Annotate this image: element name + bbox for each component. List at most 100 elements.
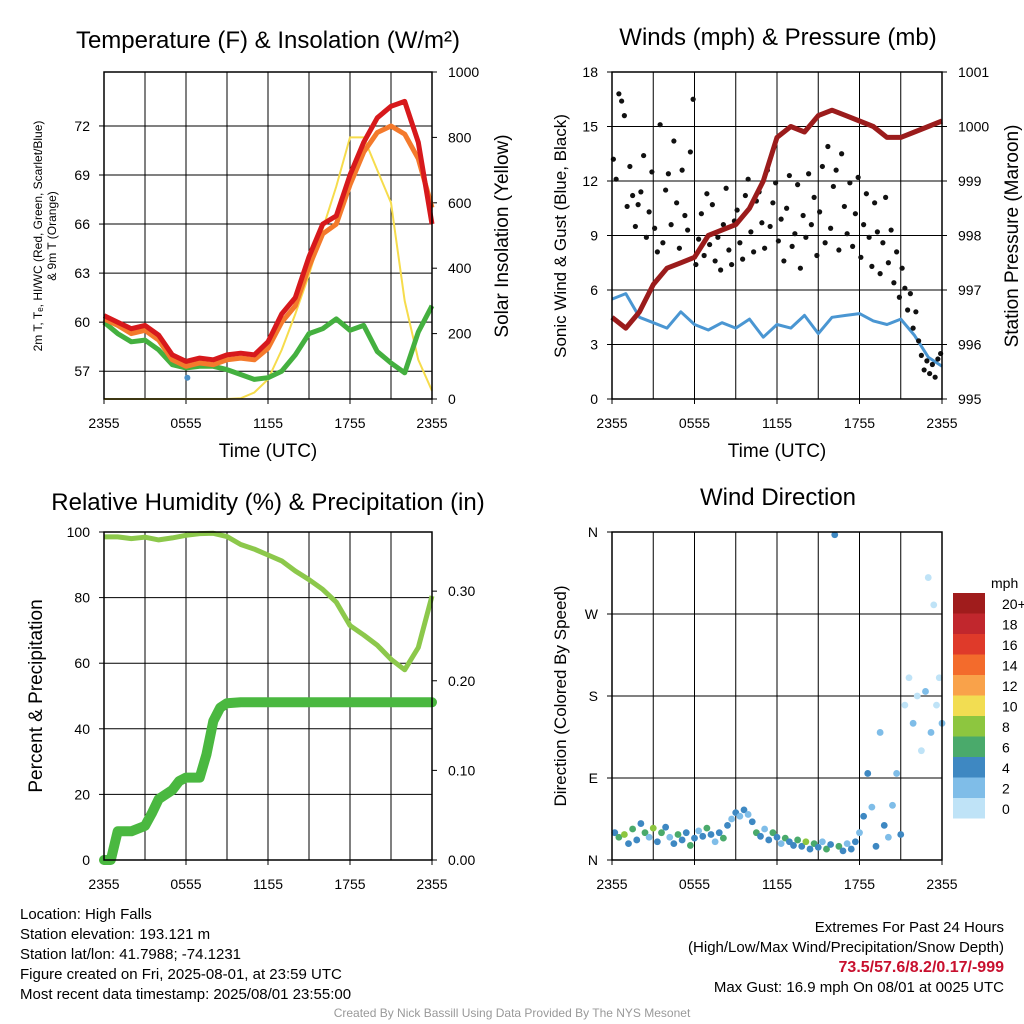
wind-direction-point [884, 833, 892, 841]
wind-direction-x-tick-label: 1155 [762, 876, 792, 892]
wind-direction-point [757, 832, 764, 840]
gust-point [811, 194, 817, 200]
wind-direction-y-axis-label: Direction (Colored By Speed) [551, 585, 570, 806]
wind-direction-point [935, 674, 943, 682]
gust-point [621, 113, 627, 119]
gust-point [784, 205, 790, 211]
wind-direction-point [905, 674, 913, 682]
gust-point [850, 243, 856, 249]
temperature-x-tick-label: 1755 [334, 415, 365, 431]
temperature-x-tick-label: 1155 [253, 415, 283, 431]
gust-point [932, 374, 938, 380]
temperature-y-axis-label: 2m T, Tₑ, HI/WC (Red, Green, Scarlet/Blu… [31, 121, 59, 352]
gust-point [762, 245, 768, 251]
gust-point [910, 325, 916, 331]
winds-plot-frame [611, 71, 943, 400]
temperature-y-tick-label: 60 [74, 314, 90, 330]
speed-legend-swatch [953, 777, 985, 798]
wind-direction-point [736, 812, 744, 820]
created-text: Figure created on Fri, 2025-08-01, at 23… [20, 966, 342, 983]
speed-legend-label: 16 [1002, 637, 1018, 653]
wind-direction-point [715, 829, 723, 837]
wind-direction-point [666, 833, 674, 841]
gust-point [773, 180, 779, 186]
wind-direction-point [703, 824, 711, 832]
speed-legend-label: 10 [1002, 699, 1018, 715]
gust-point [885, 260, 891, 266]
gust-point [767, 223, 773, 230]
gust-point [896, 294, 902, 300]
wind-direction-point [872, 842, 880, 850]
temperature-grid [104, 72, 432, 399]
humidity-y-tick-label: 80 [74, 590, 90, 606]
speed-legend-title: mph [991, 575, 1018, 591]
temperature-plot-frame [103, 71, 433, 400]
gust-point [734, 207, 740, 213]
insolation-y-axis-label: Solar Insolation (Yellow) [492, 134, 513, 337]
gust-point [638, 189, 644, 195]
gust-point [740, 256, 746, 262]
gust-point [877, 271, 883, 277]
speed-legend-swatch [953, 716, 985, 737]
temperature-y2-tick-label: 400 [448, 260, 472, 276]
speed-legend-label: 2 [1002, 781, 1010, 797]
winds-y2-tick-label: 1001 [958, 64, 989, 80]
speed-legend-label: 12 [1002, 678, 1018, 694]
pressure-line [610, 107, 943, 331]
wind-direction-point [765, 836, 773, 844]
wind-direction-point [876, 729, 884, 736]
temperature-y2-tick-label: 600 [448, 195, 472, 211]
gust-point [646, 209, 652, 215]
temperature-x-tick-label: 2355 [416, 415, 447, 431]
gust-point [795, 182, 801, 188]
wind-direction-point [901, 701, 909, 709]
wind-direction-point [641, 829, 649, 837]
winds-y-tick-label: 9 [590, 228, 598, 244]
speed-legend-swatch [953, 634, 985, 655]
wind-direction-point [909, 719, 917, 727]
gust-point [913, 309, 919, 315]
wind-direction-x-tick-label: 2355 [596, 876, 627, 892]
wind-direction-point [823, 845, 830, 853]
wind-direction-point [927, 729, 935, 736]
gust-point [690, 96, 696, 102]
wind-direction-point [686, 842, 694, 849]
winds-y2-tick-label: 998 [958, 228, 982, 244]
wind-direction-point [798, 842, 806, 850]
winds-x-tick-label: 2355 [926, 415, 957, 431]
humidity-x-tick-label: 0555 [170, 876, 201, 892]
wind-direction-y-tick-label: W [585, 606, 599, 622]
temperature-x-tick-label: 2355 [88, 415, 119, 431]
gust-point [679, 167, 685, 173]
gust-point [808, 222, 814, 228]
winds-y-tick-label: 0 [590, 391, 598, 407]
gust-point [718, 267, 724, 273]
wind-direction-point [740, 806, 748, 814]
temperature-y-tick-label: 57 [74, 363, 90, 379]
elevation-text: Station elevation: 193.121 m [20, 926, 211, 943]
winds-x-axis-label: Time (UTC) [728, 441, 827, 462]
wind-direction-y-tick-label: E [589, 770, 598, 786]
gust-point [841, 203, 847, 210]
gust-point [698, 211, 704, 217]
humidity-y2-tick-label: 0.20 [448, 673, 475, 689]
gust-point [630, 192, 636, 199]
humidity-y2-tick-label: 0.30 [448, 583, 475, 599]
wind-direction-point [777, 840, 785, 847]
humidity-y-axis-label: Percent & Precipitation [26, 599, 47, 792]
gust-point [921, 367, 927, 373]
gust-point [775, 238, 781, 244]
winds-y2-tick-label: 1000 [958, 119, 989, 135]
gust-point [624, 203, 630, 210]
humidity-y-tick-label: 20 [74, 786, 90, 802]
gust-point [729, 261, 735, 268]
wind-direction-point [625, 840, 632, 847]
wind-direction-point [748, 818, 756, 826]
gust-point [627, 163, 633, 170]
winds-x-tick-label: 2355 [596, 415, 627, 431]
wind-direction-point [839, 847, 847, 855]
wind-direction-point [670, 840, 678, 847]
gust-point [616, 91, 622, 97]
wind-speed-line [611, 292, 943, 368]
gust-point [671, 138, 677, 144]
